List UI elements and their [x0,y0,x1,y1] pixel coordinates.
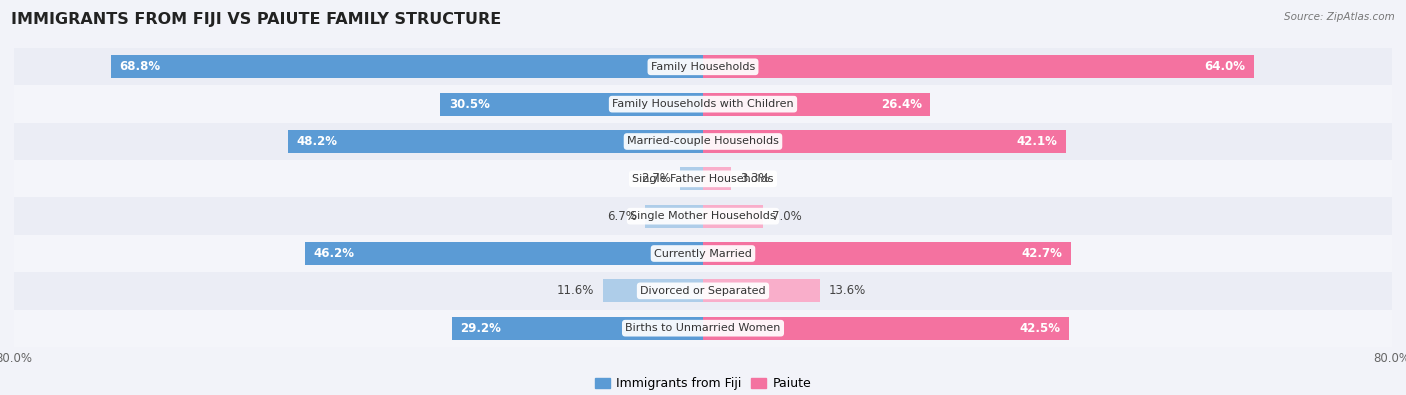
Text: 7.0%: 7.0% [772,210,801,223]
Text: 42.7%: 42.7% [1021,247,1062,260]
Text: 46.2%: 46.2% [314,247,354,260]
Bar [703,92,931,116]
Bar [703,279,820,303]
Text: 42.5%: 42.5% [1019,322,1060,335]
Bar [288,130,703,153]
Text: 26.4%: 26.4% [880,98,922,111]
Bar [14,198,1392,235]
Text: 42.1%: 42.1% [1017,135,1057,148]
Bar [14,48,1392,85]
Bar [603,279,703,303]
Text: IMMIGRANTS FROM FIJI VS PAIUTE FAMILY STRUCTURE: IMMIGRANTS FROM FIJI VS PAIUTE FAMILY ST… [11,12,502,27]
Bar [703,205,763,228]
Text: Divorced or Separated: Divorced or Separated [640,286,766,296]
Text: 3.3%: 3.3% [740,172,769,185]
Bar [703,167,731,190]
Bar [14,123,1392,160]
Bar [703,242,1071,265]
Text: Single Father Households: Single Father Households [633,174,773,184]
Text: Source: ZipAtlas.com: Source: ZipAtlas.com [1284,12,1395,22]
Bar [14,310,1392,347]
Bar [14,85,1392,123]
Text: 11.6%: 11.6% [557,284,595,297]
Bar [14,272,1392,310]
Text: 68.8%: 68.8% [120,60,160,73]
Text: Births to Unmarried Women: Births to Unmarried Women [626,323,780,333]
Bar [451,317,703,340]
Bar [111,55,703,78]
Text: 29.2%: 29.2% [460,322,501,335]
Bar [440,92,703,116]
Text: 13.6%: 13.6% [828,284,866,297]
Bar [14,160,1392,198]
Bar [645,205,703,228]
Bar [703,317,1069,340]
Legend: Immigrants from Fiji, Paiute: Immigrants from Fiji, Paiute [589,372,817,395]
Text: 64.0%: 64.0% [1205,60,1246,73]
Text: Family Households: Family Households [651,62,755,72]
Bar [703,55,1254,78]
Text: Single Mother Households: Single Mother Households [630,211,776,221]
Bar [679,167,703,190]
Text: 2.7%: 2.7% [641,172,671,185]
Text: 6.7%: 6.7% [607,210,637,223]
Text: Currently Married: Currently Married [654,248,752,258]
Bar [703,130,1066,153]
Bar [14,235,1392,272]
Bar [305,242,703,265]
Text: 30.5%: 30.5% [449,98,489,111]
Text: 48.2%: 48.2% [297,135,337,148]
Text: Married-couple Households: Married-couple Households [627,137,779,147]
Text: Family Households with Children: Family Households with Children [612,99,794,109]
